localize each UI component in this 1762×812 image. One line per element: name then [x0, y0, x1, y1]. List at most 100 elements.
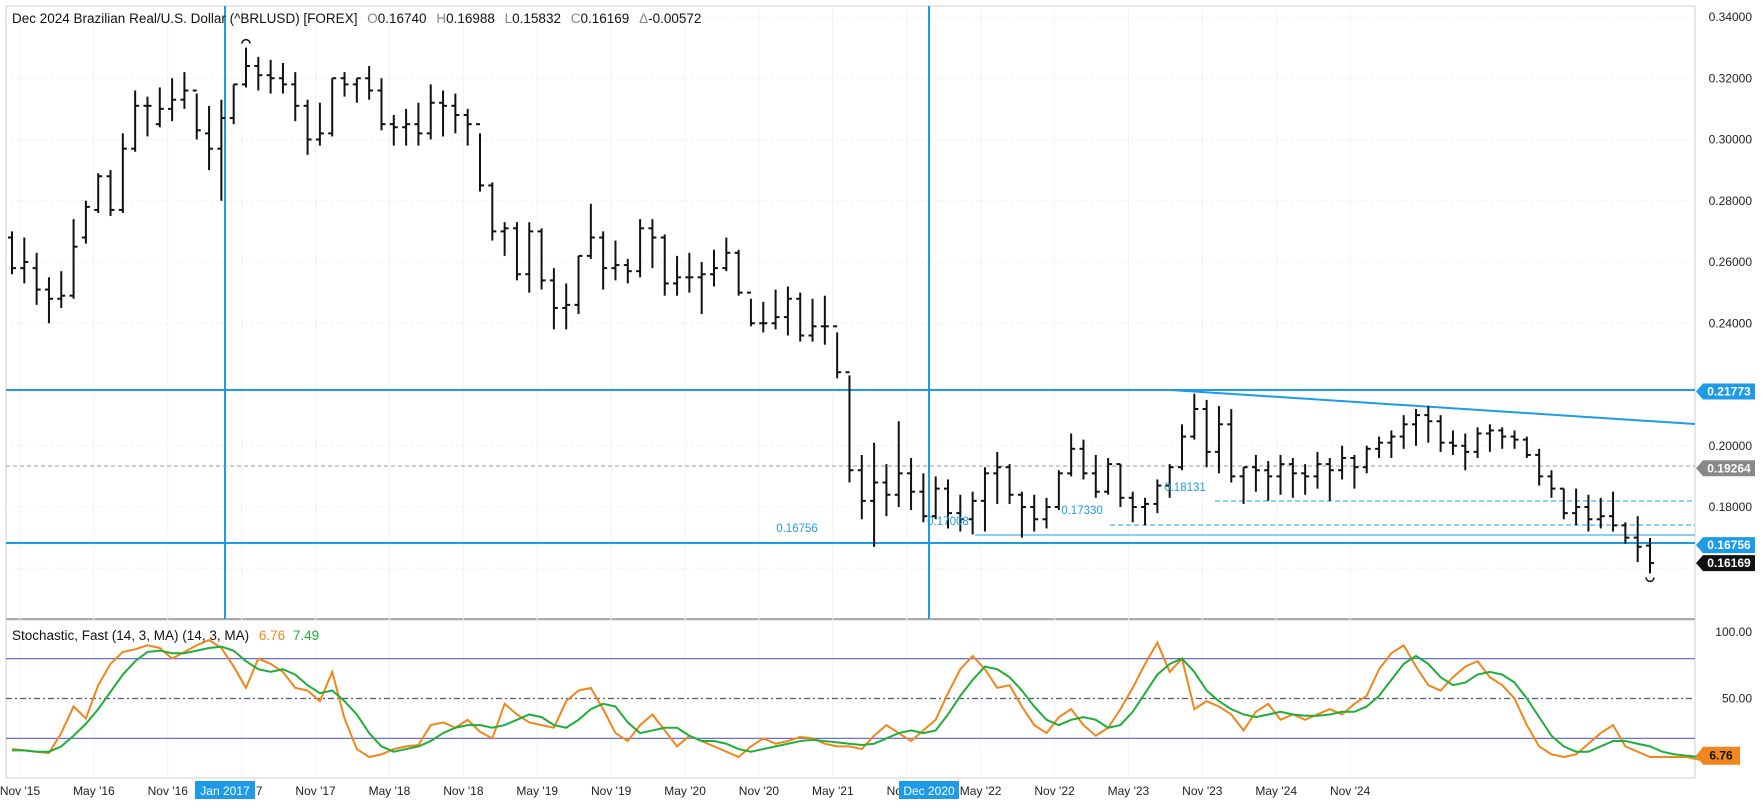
ohlc-bar: [1338, 445, 1347, 480]
ohlc-bar: [1461, 433, 1470, 471]
open-label: O: [367, 11, 378, 26]
ohlc-bar: [525, 222, 534, 293]
ohlc-bar: [463, 108, 472, 146]
ohlc-bar: [81, 200, 90, 244]
drawing-tools[interactable]: [6, 6, 1696, 619]
ohlc-bar: [1633, 516, 1642, 563]
fast-k-line: [11, 638, 1712, 761]
ohlc-bar: [980, 467, 989, 532]
ohlc-bar: [968, 491, 977, 535]
time-tick-label: May '20: [664, 784, 706, 798]
ohlc-bar: [94, 173, 103, 213]
ohlc-bar: [771, 289, 780, 330]
ohlc-bar: [328, 77, 337, 137]
ohlc-bar: [168, 78, 177, 122]
ohlc-bar: [1116, 463, 1125, 507]
ohlc-bar: [155, 87, 164, 128]
ohlc-bar: [451, 93, 460, 134]
ohlc-bar: [1165, 464, 1174, 498]
time-tick-label: Nov '15: [0, 784, 40, 798]
ohlc-bar: [1190, 393, 1199, 440]
time-highlight-badge[interactable]: [899, 781, 959, 799]
ohlc-bar: [685, 252, 694, 293]
ohlc-bar: [586, 203, 595, 259]
ohlc-bar: [1091, 454, 1100, 498]
ohlc-bar: [1251, 454, 1260, 492]
ohlc-bar: [1128, 491, 1137, 523]
price-tick-label: 0.34000: [1709, 10, 1753, 24]
time-tick-label: Nov '24: [1330, 784, 1371, 798]
ohlc-bar: [180, 72, 189, 109]
ohlc-bar: [192, 89, 201, 140]
ohlc-bar: [599, 231, 608, 290]
ohlc-bar: [697, 262, 706, 315]
ohlc-bar: [8, 231, 16, 275]
ohlc-bar: [673, 255, 682, 296]
ohlc-bar: [1067, 433, 1076, 477]
ohlc-bar: [291, 72, 300, 122]
ohlc-bar: [1325, 458, 1334, 501]
ohlc-bar: [426, 84, 435, 140]
fast-k-value: 6.76: [259, 628, 285, 643]
ohlc-bar: [1350, 454, 1359, 489]
time-tick-label: May '19: [516, 784, 558, 798]
ohlc-bar: [759, 301, 768, 333]
ohlc-bar: [340, 72, 349, 97]
ohlc-bar: [69, 219, 78, 299]
ohlc-bar: [562, 283, 571, 330]
ohlc-bar: [439, 90, 448, 137]
ohlc-bar: [1498, 427, 1507, 449]
ohlc-bar: [636, 219, 645, 278]
ohlc-bar: [1535, 448, 1544, 486]
ohlc-bar: [242, 47, 250, 88]
ohlc-bar: [783, 286, 792, 336]
ohlc-bar: [1424, 405, 1433, 443]
ohlc-bar: [57, 271, 66, 308]
price-badge: 0.16169: [1696, 555, 1755, 572]
ohlc-bar: [106, 170, 115, 217]
price-pane-frame: [5, 5, 1696, 621]
ohlc-bar: [266, 59, 275, 94]
ohlc-bar: [488, 182, 497, 241]
ohlc-bar: [574, 254, 583, 315]
price-badge-shape: [1696, 555, 1755, 572]
high-value: 0.16988: [446, 11, 495, 26]
time-highlight-label: Jan 2017: [200, 784, 250, 798]
stochastic-y-axis[interactable]: 100.00 50.00 6.76: [1696, 625, 1752, 765]
ohlc-bar: [1596, 497, 1605, 529]
ohlc-bar: [44, 277, 53, 324]
ohlc-bar: [1017, 491, 1026, 538]
ohlc-bar: [500, 222, 509, 256]
ohlc-bar: [1276, 454, 1285, 495]
ohlc-bar: [746, 291, 755, 327]
ohlc-bar: [1104, 458, 1113, 495]
open-value: 0.16740: [378, 11, 427, 26]
stochastic-badge-label: 6.76: [1709, 749, 1733, 763]
ohlc-bar: [20, 237, 29, 284]
ohlc-bar: [919, 473, 928, 523]
ohlc-bar: [1288, 458, 1297, 498]
price-tick-label: 0.20000: [1709, 439, 1753, 453]
time-tick-label: Nov '16: [148, 784, 189, 798]
time-highlight-badge[interactable]: [195, 781, 255, 799]
ohlc-bar: [537, 228, 546, 290]
ohlc-bar: [1178, 424, 1186, 471]
ohlc-bar: [808, 298, 817, 342]
ohlc-bar: [1522, 436, 1531, 458]
ohlc-bar: [944, 479, 952, 529]
ohlc-bar: [1153, 479, 1162, 514]
ohlc-bar: [377, 78, 386, 131]
price-badge: 0.16756: [1696, 537, 1755, 554]
price-y-axis[interactable]: 0.34000 0.32000 0.30000 0.28000 0.26000 0.240…: [1709, 10, 1753, 514]
stochastic-badge: 6.76: [1696, 746, 1740, 765]
price-badge-label: 0.16169: [1707, 556, 1751, 570]
ohlc-bar: [611, 240, 620, 281]
time-highlight-label: Dec 2020: [903, 784, 955, 798]
ohlc-bar: [1399, 415, 1408, 449]
ohlc-bar: [315, 102, 324, 146]
downtrend-line[interactable]: [1170, 389, 1696, 425]
stochastic-reference-lines: [6, 657, 1695, 740]
price-grid: [6, 6, 1695, 778]
